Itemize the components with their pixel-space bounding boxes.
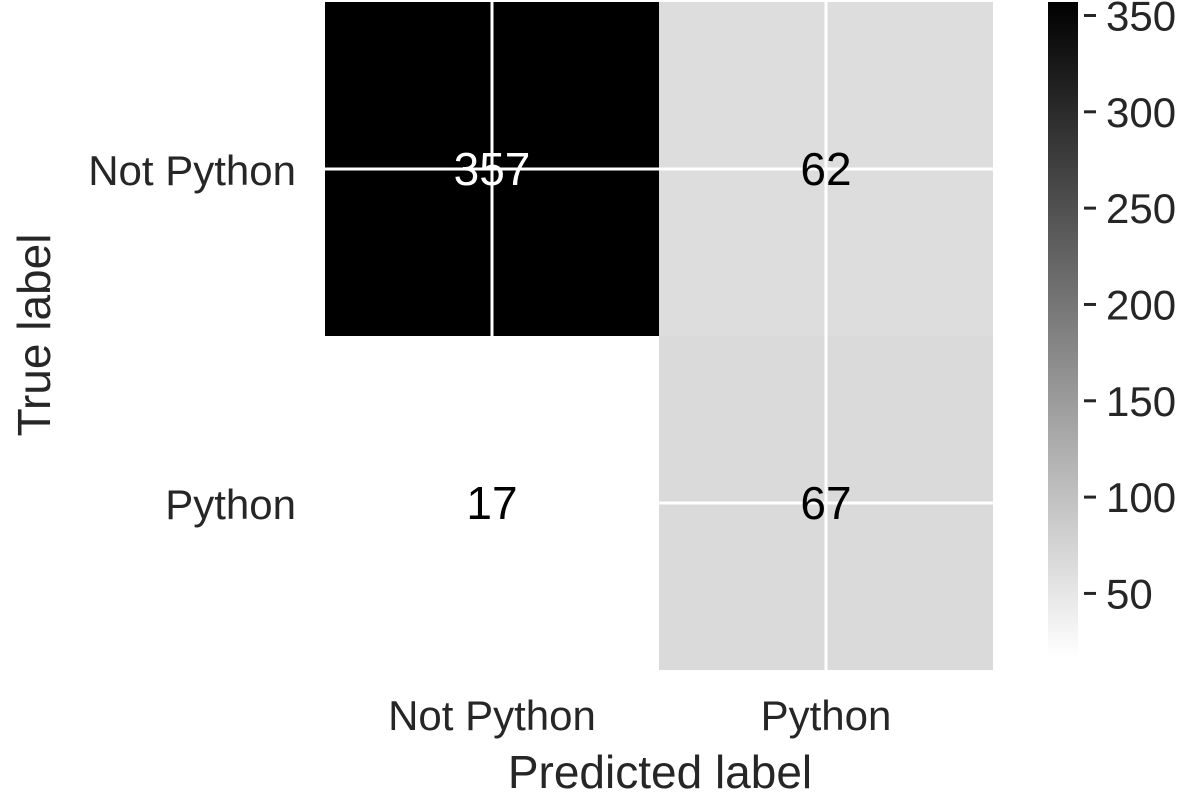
colorbar-tick-label-0: 50 xyxy=(1106,570,1153,617)
y-tick-label-1: Python xyxy=(165,481,296,528)
cell-value-0-1: 62 xyxy=(800,143,851,195)
colorbar-tick-label-2: 150 xyxy=(1106,378,1176,425)
cell-value-1-0: 17 xyxy=(466,477,517,529)
x-tick-label-1: Python xyxy=(761,692,892,739)
colorbar-tick-label-3: 200 xyxy=(1106,281,1176,328)
colorbar-tick-label-1: 100 xyxy=(1106,474,1176,521)
y-tick-labels: Not Python Python xyxy=(88,147,296,528)
cell-value-labels: 357 62 17 67 xyxy=(454,143,852,529)
colorbar: 50 100 150 200 250 300 350 xyxy=(1048,0,1176,657)
cell-value-0-0: 357 xyxy=(454,143,531,195)
y-axis-label: True label xyxy=(8,234,60,437)
gridlines xyxy=(325,2,993,670)
colorbar-tick-label-6: 350 xyxy=(1106,0,1176,39)
colorbar-gradient xyxy=(1048,2,1078,657)
x-axis-label: Predicted label xyxy=(508,746,812,798)
x-tick-labels: Not Python Python xyxy=(388,692,891,739)
colorbar-tick-label-5: 300 xyxy=(1106,89,1176,136)
y-tick-label-0: Not Python xyxy=(88,147,296,194)
colorbar-ticks: 50 100 150 200 250 300 350 xyxy=(1084,0,1176,617)
heatmap-cells xyxy=(325,2,993,670)
x-tick-label-0: Not Python xyxy=(388,692,596,739)
colorbar-tick-label-4: 250 xyxy=(1106,185,1176,232)
cell-value-1-1: 67 xyxy=(800,477,851,529)
